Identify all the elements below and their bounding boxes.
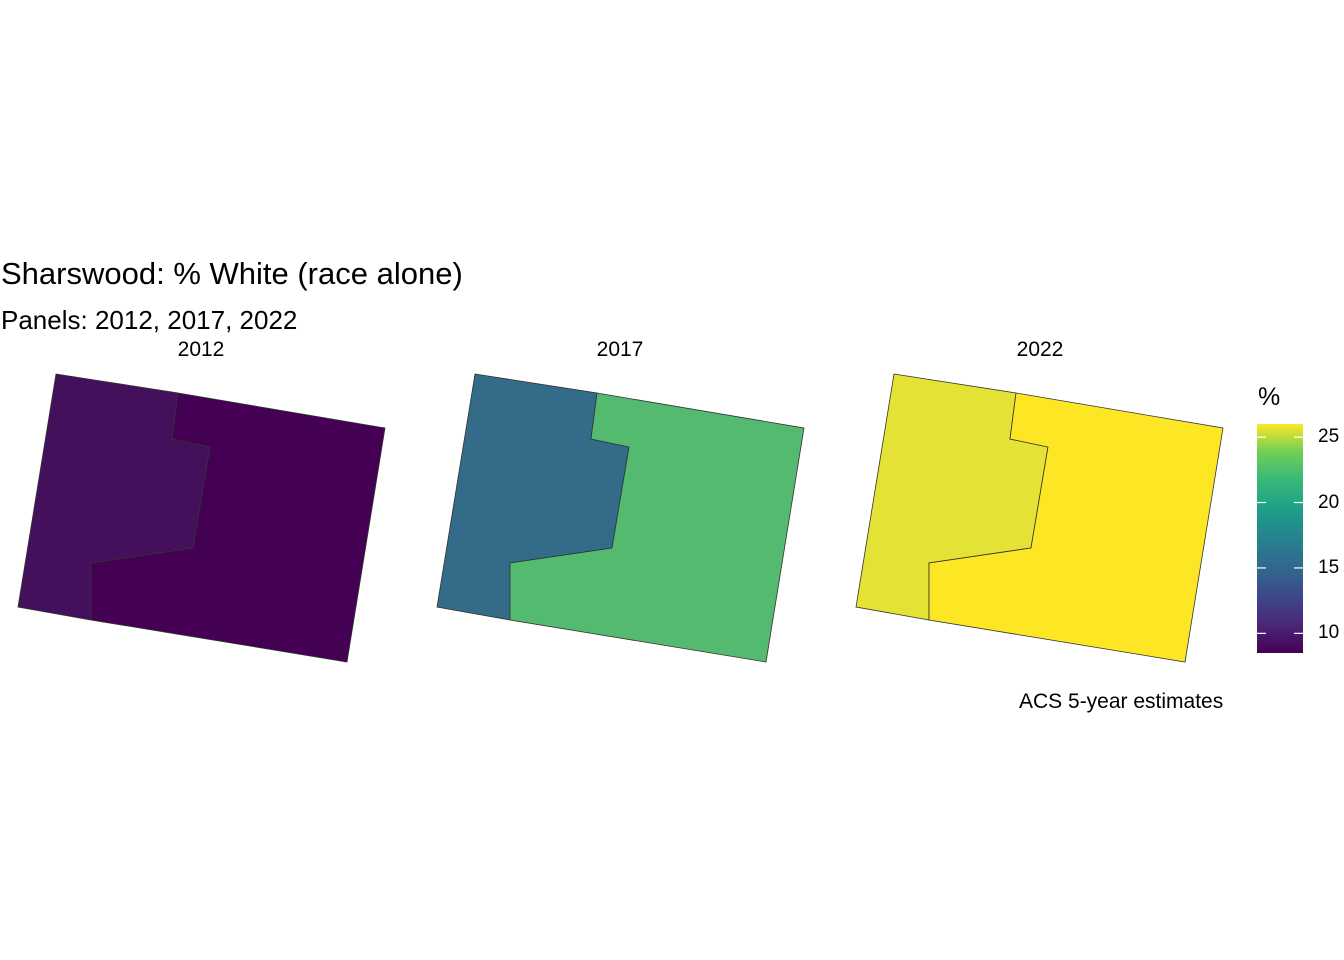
panel-label-2012: 2012: [177, 338, 225, 361]
panel-2012: [17, 373, 386, 663]
legend-tick-label-15: 15: [1318, 556, 1340, 578]
legend-title: %: [1258, 383, 1281, 411]
legend-gradient-bar: [1257, 424, 1303, 653]
legend-tick-marks: [1257, 436, 1303, 634]
region-east-tract-2022[interactable]: [928, 392, 1224, 663]
legend-tick-label-25: 25: [1318, 426, 1340, 448]
region-east-tract-2017[interactable]: [509, 392, 805, 663]
map-title: Sharswood: % White (race alone): [1, 256, 463, 291]
map-caption: ACS 5-year estimates: [1019, 690, 1224, 713]
legend-colorbar: [1257, 424, 1303, 653]
panel-2022: [855, 373, 1224, 663]
region-east-tract-2012[interactable]: [90, 392, 386, 663]
panel-label-2022: 2022: [1016, 338, 1064, 361]
legend-tick-label-20: 20: [1318, 491, 1340, 513]
panel-label-2017: 2017: [596, 338, 644, 361]
legend-tick-label-10: 10: [1318, 622, 1340, 644]
panel-2017: [436, 373, 805, 663]
map-subtitle: Panels: 2012, 2017, 2022: [1, 305, 298, 335]
